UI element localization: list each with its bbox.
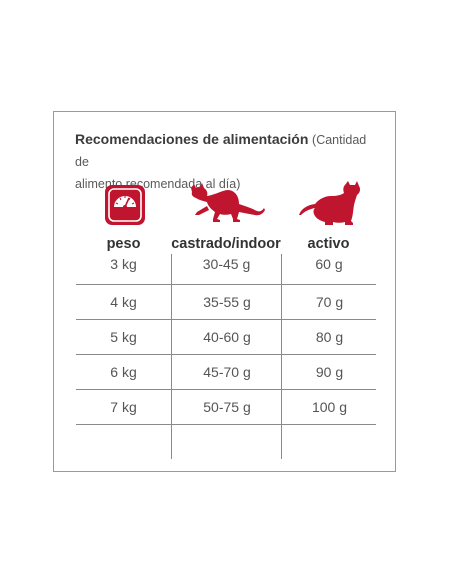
indoor-amount-cell: 50-75 g bbox=[171, 390, 282, 424]
weight-cell bbox=[76, 425, 171, 459]
stretching-cat-icon bbox=[187, 182, 267, 231]
column-header-active: activo bbox=[307, 236, 350, 252]
weight-cell: 7 kg bbox=[110, 399, 137, 415]
table-row: 3 kg 30-45 g 60 g bbox=[76, 254, 376, 285]
title: Recomendaciones de alimentación bbox=[75, 131, 309, 147]
active-amount-cell: 80 g bbox=[281, 320, 377, 354]
weight-cell: 3 kg bbox=[110, 256, 137, 272]
table-row: 6 kg 45-70 g 90 g bbox=[76, 355, 376, 390]
weight-cell: 5 kg bbox=[110, 329, 137, 345]
title-note-start: (Cantidad de bbox=[75, 133, 367, 169]
table-row: 4 kg 35-55 g 70 g bbox=[76, 285, 376, 320]
column-header-indoor: castrado/indoor bbox=[171, 236, 281, 252]
active-amount-cell: 70 g bbox=[281, 285, 377, 319]
table-row bbox=[76, 425, 376, 459]
active-amount-cell: 60 g bbox=[281, 254, 376, 284]
indoor-amount-cell: 30-45 g bbox=[171, 254, 281, 284]
indoor-amount-cell: 45-70 g bbox=[171, 355, 282, 389]
table-row: 5 kg 40-60 g 80 g bbox=[76, 320, 376, 355]
indoor-amount-cell: 40-60 g bbox=[171, 320, 282, 354]
weight-cell: 4 kg bbox=[110, 294, 137, 310]
weight-cell: 6 kg bbox=[110, 364, 137, 380]
feeding-table: 3 kg 30-45 g 60 g 4 kg 35-55 g 70 g 5 kg… bbox=[76, 254, 376, 459]
indoor-amount-cell bbox=[171, 425, 282, 459]
column-header-weight: peso bbox=[106, 236, 141, 252]
active-amount-cell bbox=[281, 425, 377, 459]
scale-icon bbox=[102, 183, 148, 232]
active-amount-cell: 90 g bbox=[281, 355, 377, 389]
sitting-cat-icon bbox=[295, 181, 369, 232]
indoor-amount-cell: 35-55 g bbox=[171, 285, 282, 319]
feeding-recommendation-card: Recomendaciones de alimentación (Cantida… bbox=[53, 111, 396, 472]
active-amount-cell: 100 g bbox=[281, 390, 377, 424]
table-row: 7 kg 50-75 g 100 g bbox=[76, 390, 376, 425]
